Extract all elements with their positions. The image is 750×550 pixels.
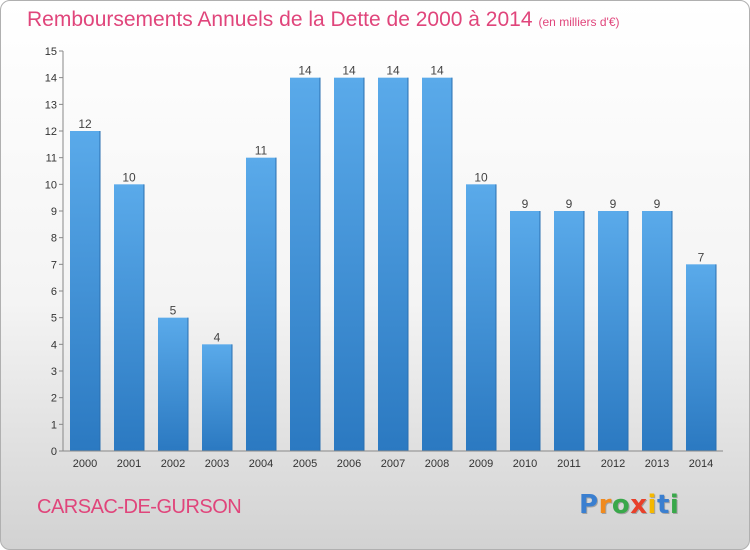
bar-2007 xyxy=(378,77,408,452)
bar-2003 xyxy=(202,344,232,451)
data-label-2001: 10 xyxy=(122,170,136,184)
logo-letter: x xyxy=(630,490,648,520)
y-tick-label: 15 xyxy=(45,46,57,58)
y-tick-label: 2 xyxy=(51,393,57,405)
x-tick-label: 2004 xyxy=(249,458,273,470)
data-label-2011: 9 xyxy=(566,197,573,211)
data-label-2007: 14 xyxy=(386,64,400,78)
data-label-2014: 7 xyxy=(698,250,705,264)
y-tick-label: 4 xyxy=(51,339,57,351)
x-tick-label: 2013 xyxy=(645,458,669,470)
bar-2005 xyxy=(290,77,320,452)
data-label-2003: 4 xyxy=(214,330,221,344)
y-tick-label: 10 xyxy=(45,179,57,191)
x-tick-label: 2001 xyxy=(117,458,141,470)
logo-letter: t xyxy=(656,490,670,520)
x-tick-label: 2006 xyxy=(337,458,361,470)
bar-2012 xyxy=(598,211,628,451)
data-label-2002: 5 xyxy=(170,304,177,318)
data-label-2012: 9 xyxy=(610,197,617,211)
x-tick-label: 2007 xyxy=(381,458,405,470)
y-tick-label: 13 xyxy=(45,99,57,111)
y-tick-label: 9 xyxy=(51,206,57,218)
x-tick-label: 2003 xyxy=(205,458,229,470)
logo-letter: r xyxy=(598,490,612,520)
proxiti-logo: Proxiti xyxy=(579,490,679,520)
x-tick-label: 2009 xyxy=(469,458,493,470)
y-tick-label: 5 xyxy=(51,313,57,325)
bar-2001 xyxy=(114,184,144,452)
logo-letter: i xyxy=(669,490,680,520)
bar-2008 xyxy=(422,77,452,452)
logo-letter: o xyxy=(611,490,631,520)
y-tick-label: 12 xyxy=(45,126,57,138)
x-tick-label: 2000 xyxy=(73,458,97,470)
commune-name: CARSAC-DE-GURSON xyxy=(37,496,242,518)
y-tick-label: 1 xyxy=(51,419,57,431)
y-tick-label: 8 xyxy=(51,233,57,245)
bar-2011 xyxy=(554,211,584,451)
chart-title: Remboursements Annuels de la Dette de 20… xyxy=(27,8,620,31)
data-label-2008: 14 xyxy=(430,64,444,78)
x-tick-label: 2011 xyxy=(557,458,581,470)
y-tick-label: 14 xyxy=(45,73,57,85)
y-tick-label: 6 xyxy=(51,286,57,298)
bar-2000 xyxy=(70,131,100,451)
y-tick-label: 11 xyxy=(46,153,57,165)
x-tick-label: 2014 xyxy=(689,458,713,470)
data-label-2006: 14 xyxy=(342,64,356,78)
data-label-2013: 9 xyxy=(654,197,661,211)
data-label-2004: 11 xyxy=(255,144,268,158)
bar-2004 xyxy=(246,157,276,451)
logo-letter: P xyxy=(579,490,599,520)
chart-subtitle: (en milliers d'€) xyxy=(538,15,620,29)
y-tick-label: 7 xyxy=(51,259,57,271)
data-label-2005: 14 xyxy=(298,64,312,78)
bar-2013 xyxy=(642,211,672,451)
bar-2002 xyxy=(158,317,188,451)
x-tick-label: 2010 xyxy=(513,458,537,470)
y-tick-label: 3 xyxy=(51,366,57,378)
x-tick-label: 2002 xyxy=(161,458,185,470)
data-label-2000: 12 xyxy=(78,117,92,131)
x-tick-label: 2008 xyxy=(425,458,449,470)
y-tick-label: 0 xyxy=(51,446,57,458)
x-tick-label: 2012 xyxy=(601,458,625,470)
data-label-2010: 9 xyxy=(522,197,529,211)
bar-2009 xyxy=(466,184,496,452)
logo-letter: i xyxy=(647,490,657,520)
bar-2006 xyxy=(334,77,364,452)
x-tick-label: 2005 xyxy=(293,458,317,470)
data-label-2009: 10 xyxy=(474,170,488,184)
bar-2014 xyxy=(686,264,716,451)
bar-2010 xyxy=(510,211,540,451)
